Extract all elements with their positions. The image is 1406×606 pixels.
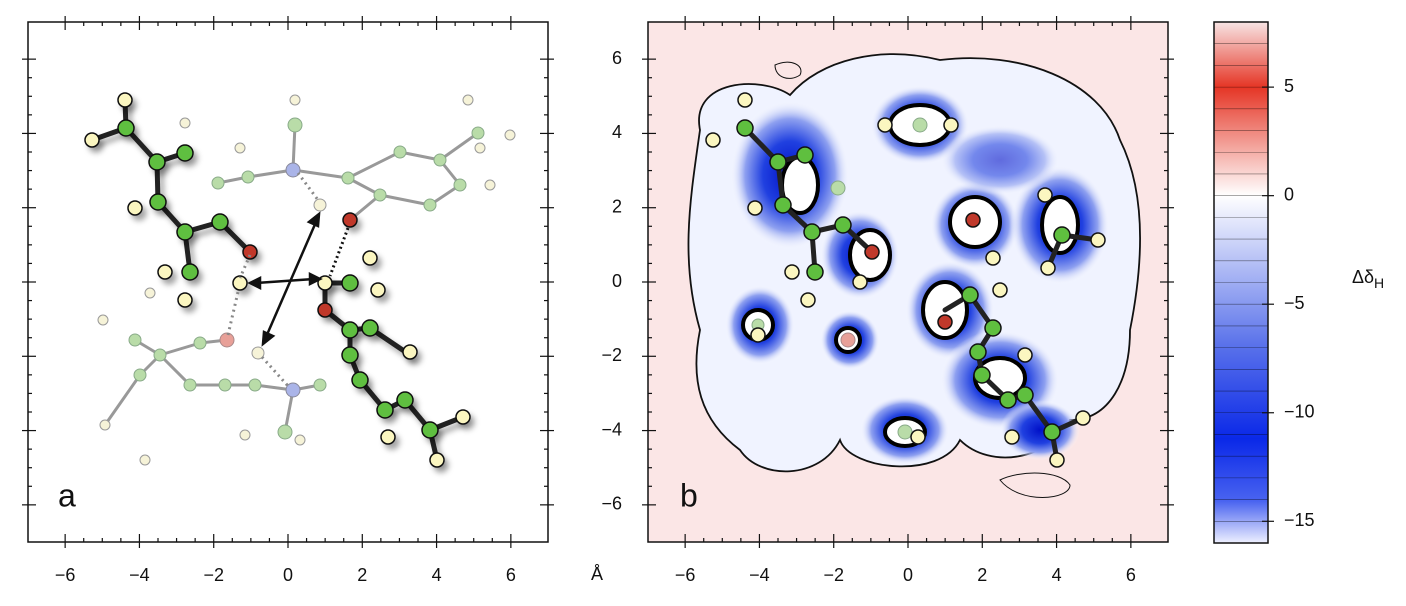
panel-label: b — [680, 477, 698, 513]
x-tick-label: 6 — [1126, 565, 1136, 585]
y-tick-label: −4 — [601, 419, 622, 439]
colorbar-label-main: Δδ — [1352, 267, 1374, 287]
colorbar-label-sub: H — [1374, 275, 1384, 291]
x-axis-label: Å — [591, 564, 603, 584]
x-tick-label: 2 — [977, 565, 987, 585]
colorbar-tick-label: −10 — [1284, 402, 1315, 422]
colorbar-tick-label: −5 — [1284, 293, 1305, 313]
y-tick-label: −6 — [601, 494, 622, 514]
y-tick-label: 0 — [612, 271, 622, 291]
colorbar-frame — [1213, 21, 1269, 544]
x-tick-label: 6 — [506, 565, 516, 585]
x-tick-label: −6 — [55, 565, 76, 585]
x-tick-label: 4 — [432, 565, 442, 585]
x-tick-label: 2 — [357, 565, 367, 585]
x-tick-label: 4 — [1052, 565, 1062, 585]
x-tick-label: −4 — [129, 565, 150, 585]
panel-label: a — [58, 477, 76, 513]
molecule-drawing — [84, 92, 516, 468]
x-tick-label: 0 — [903, 565, 913, 585]
x-tick-label: −6 — [675, 565, 696, 585]
y-tick-label: 4 — [612, 122, 622, 142]
x-tick-label: −2 — [203, 565, 224, 585]
contour-map — [648, 22, 1168, 542]
x-tick-label: 0 — [283, 565, 293, 585]
colorbar-tick-label: 0 — [1284, 184, 1294, 204]
colorbar-tick-label: 5 — [1284, 76, 1294, 96]
y-tick-label: 2 — [612, 196, 622, 216]
colorbar-tick-label: −15 — [1284, 510, 1315, 530]
x-tick-label: −4 — [749, 565, 770, 585]
y-tick-label: −2 — [601, 345, 622, 365]
colorbar-levels — [1214, 43, 1268, 522]
y-tick-label: 6 — [612, 48, 622, 68]
colorbar-label: ΔδH — [1352, 267, 1384, 291]
x-tick-label: −2 — [823, 565, 844, 585]
